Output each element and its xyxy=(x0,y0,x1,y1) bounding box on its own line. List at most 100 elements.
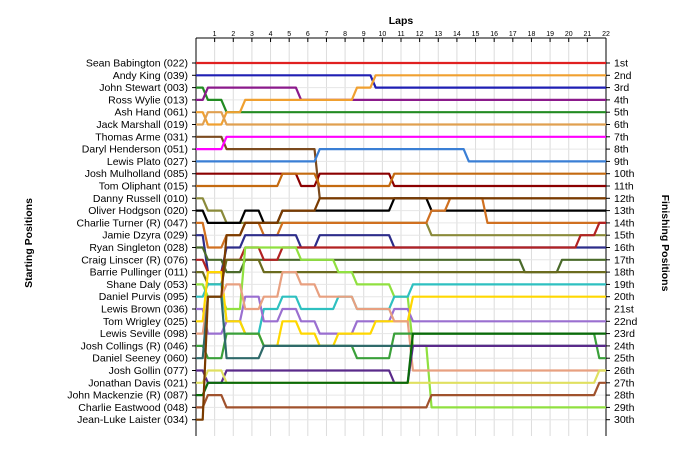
x-tick-label: 8 xyxy=(343,31,347,38)
chart-title: Laps xyxy=(389,15,414,27)
finish-position-label: 29th xyxy=(614,402,635,414)
finish-position-label: 4th xyxy=(614,94,629,106)
x-tick-label: 14 xyxy=(453,31,461,38)
x-tick-label: 19 xyxy=(546,31,554,38)
finish-position-label: 18th xyxy=(614,267,635,279)
driver-label: Charlie Eastwood (048) xyxy=(78,402,188,414)
driver-label: Danny Russell (010) xyxy=(93,193,188,205)
x-tick-label: 12 xyxy=(416,31,424,38)
x-tick-label: 2 xyxy=(231,31,235,38)
series-line xyxy=(196,111,606,126)
x-tick-label: 6 xyxy=(306,31,310,38)
driver-label: Ryan Singleton (028) xyxy=(89,242,188,254)
driver-label: Josh Mulholland (085) xyxy=(85,168,188,180)
x-tick-label: 16 xyxy=(490,31,498,38)
series-line xyxy=(196,246,606,409)
x-tick-label: 9 xyxy=(362,31,366,38)
series-line xyxy=(196,197,606,224)
finish-position-label: 6th xyxy=(614,119,629,131)
driver-label: Barrie Pullinger (011) xyxy=(90,267,188,279)
finish-position-label: 13th xyxy=(614,205,635,217)
finish-position-label: 7th xyxy=(614,131,629,143)
series-line xyxy=(196,381,606,409)
driver-label: Sean Babington (022) xyxy=(86,58,188,70)
finish-position-label: 20th xyxy=(614,291,635,303)
series-line xyxy=(196,271,606,372)
driver-label: Craig Linscer (R) (076) xyxy=(81,254,188,266)
x-tick-label: 13 xyxy=(434,31,442,38)
finish-position-label: 2nd xyxy=(614,70,632,82)
series-line xyxy=(196,74,606,126)
x-tick-label: 21 xyxy=(583,31,591,38)
driver-label: Jonathan Davis (021) xyxy=(88,377,188,389)
driver-label: Daryl Henderson (051) xyxy=(82,144,188,156)
finish-position-label: 24th xyxy=(614,340,635,352)
x-tick-label: 20 xyxy=(565,31,573,38)
finish-position-label: 10th xyxy=(614,168,635,180)
driver-label: Lewis Plato (027) xyxy=(107,156,188,168)
series-line xyxy=(196,332,606,397)
x-tick-label: 18 xyxy=(528,31,536,38)
series-line xyxy=(196,74,606,89)
finish-position-label: 26th xyxy=(614,365,635,377)
finish-position-label: 9th xyxy=(614,156,629,168)
finish-position-label: 30th xyxy=(614,414,635,426)
series-line xyxy=(196,135,606,151)
finish-position-label: 8th xyxy=(614,144,629,156)
driver-label: Lewis Seville (098) xyxy=(100,328,188,340)
driver-label: Ash Hand (061) xyxy=(114,107,188,119)
series-line xyxy=(196,172,606,188)
x-tick-label: 15 xyxy=(472,31,480,38)
driver-label: Andy King (039) xyxy=(113,70,188,82)
finish-position-label: 19th xyxy=(614,279,635,291)
finish-position-label: 25th xyxy=(614,353,635,365)
finish-position-label: 11th xyxy=(614,181,634,193)
driver-label: Jean-Luke Laister (034) xyxy=(77,414,188,426)
x-tick-label: 22 xyxy=(602,31,610,38)
finish-position-label: 3rd xyxy=(614,82,629,94)
driver-label: Charlie Turner (R) (047) xyxy=(77,217,188,229)
x-tick-label: 11 xyxy=(397,31,404,38)
finish-position-label: 12th xyxy=(614,193,635,205)
driver-label: Thomas Arme (031) xyxy=(95,131,188,143)
finish-position-label: 1st xyxy=(614,58,628,70)
series-line xyxy=(196,197,606,421)
driver-label: Josh Collings (R) (046) xyxy=(81,340,188,352)
finish-position-label: 23rd xyxy=(614,328,635,340)
finish-position-label: 27th xyxy=(614,377,635,389)
finish-position-label: 14th xyxy=(614,217,635,229)
series-line xyxy=(196,86,606,114)
finish-position-label: 16th xyxy=(614,242,635,254)
driver-label: Daniel Purvis (095) xyxy=(99,291,188,303)
finish-position-label: 22nd xyxy=(614,316,638,328)
y-axis-label-right: Finishing Positions xyxy=(659,195,671,292)
driver-label: Lewis Brown (036) xyxy=(101,304,188,316)
finish-position-label: 28th xyxy=(614,390,635,402)
driver-label: Ross Wylie (013) xyxy=(108,94,188,106)
driver-label: Shane Daly (053) xyxy=(106,279,188,291)
series-line xyxy=(196,148,606,163)
x-tick-label: 1 xyxy=(213,31,217,38)
driver-label: Jack Marshall (019) xyxy=(96,119,188,131)
driver-label: Tom Oliphant (015) xyxy=(99,181,188,193)
finish-position-label: 17th xyxy=(614,254,635,266)
finish-position-label: 5th xyxy=(614,107,629,119)
finish-position-label: 15th xyxy=(614,230,635,242)
x-tick-label: 4 xyxy=(269,31,273,38)
driver-label: John Stewart (003) xyxy=(99,82,188,94)
x-tick-label: 10 xyxy=(378,31,386,38)
driver-label: Daniel Seeney (060) xyxy=(92,353,188,365)
driver-label: Josh Gollin (077) xyxy=(109,365,188,377)
driver-label: Oliver Hodgson (020) xyxy=(88,205,188,217)
driver-label: Tom Wrigley (025) xyxy=(103,316,188,328)
driver-label: Jamie Dzyra (029) xyxy=(102,230,188,242)
finish-position-label: 21st xyxy=(614,304,634,316)
series-line xyxy=(196,86,606,101)
x-tick-label: 7 xyxy=(325,31,329,38)
series-line xyxy=(196,344,606,384)
x-tick-label: 17 xyxy=(509,31,517,38)
y-axis-label-left: Starting Positions xyxy=(23,198,35,288)
driver-label: John Mackenzie (R) (087) xyxy=(67,390,188,402)
